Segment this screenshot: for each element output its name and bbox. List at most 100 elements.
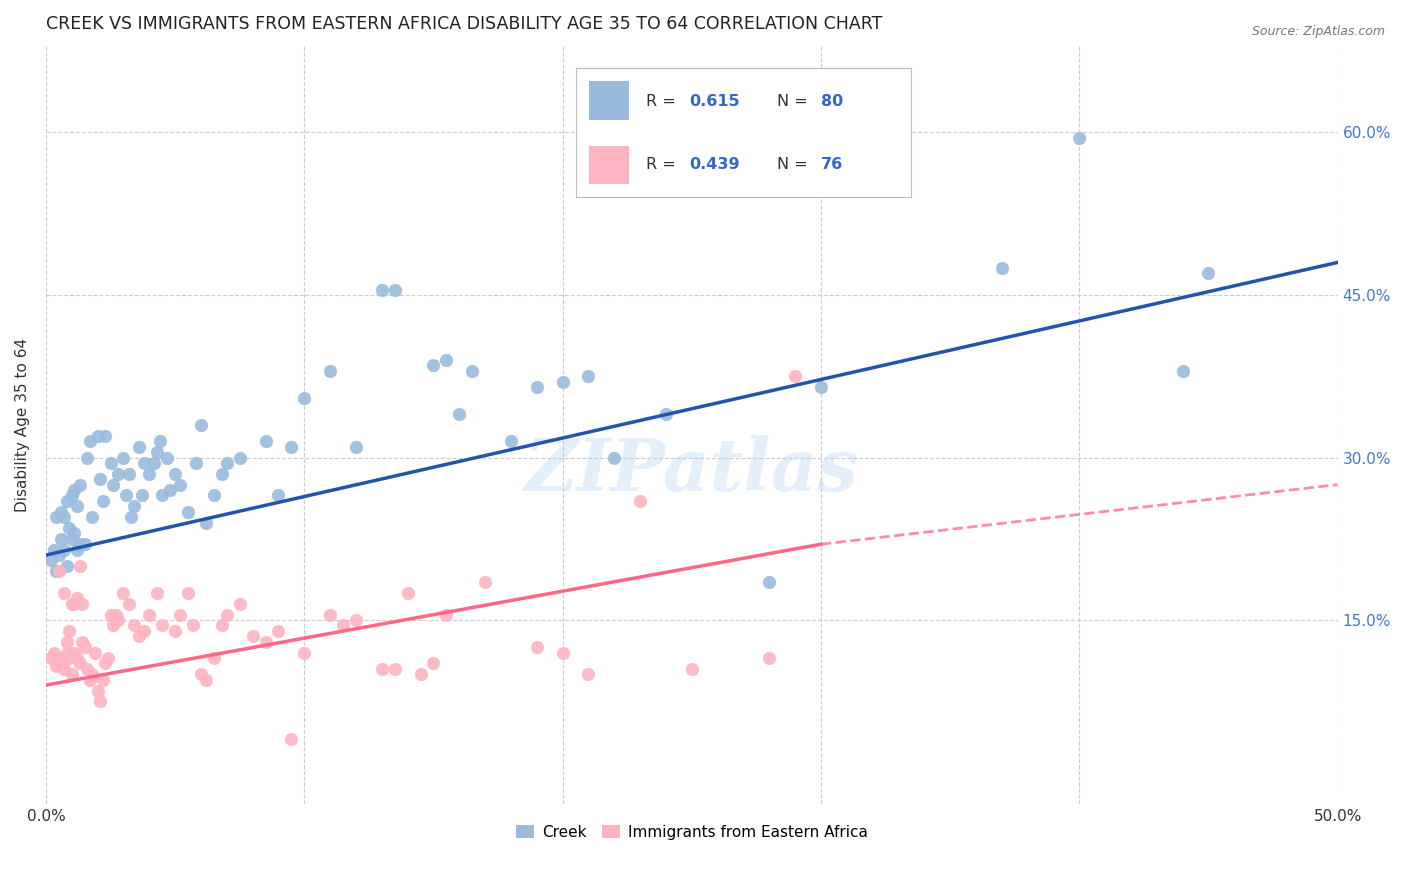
Point (94, 429, 117, 443)
Point (267, 488, 290, 502)
Point (69, 537, 91, 551)
Point (128, 629, 150, 643)
Point (434, 353, 457, 368)
Point (53, 542, 76, 557)
Point (66, 591, 89, 606)
Point (63, 597, 86, 611)
Point (60, 488, 83, 502)
Point (551, 646, 574, 660)
Legend: Creek, Immigrants from Eastern Africa: Creek, Immigrants from Eastern Africa (510, 819, 873, 846)
Text: ZIPatlas: ZIPatlas (524, 435, 859, 506)
Point (42, 646, 65, 660)
Point (422, 657, 444, 671)
Point (89, 472, 111, 486)
Point (115, 488, 138, 502)
Point (177, 505, 200, 519)
Point (810, 380, 832, 394)
Point (91, 493, 114, 508)
Point (146, 586, 169, 600)
Point (344, 440, 367, 454)
Point (112, 450, 135, 465)
Point (69, 657, 91, 671)
Point (104, 607, 127, 622)
Point (39, 651, 62, 665)
Point (53, 510, 76, 524)
Point (184, 456, 207, 470)
Point (292, 391, 315, 405)
Point (165, 624, 187, 638)
Point (551, 375, 574, 389)
Point (122, 618, 145, 632)
Point (461, 364, 484, 378)
Point (51, 505, 73, 519)
Point (499, 434, 522, 449)
Point (100, 607, 122, 622)
Point (785, 369, 807, 384)
Point (228, 450, 250, 465)
Point (319, 364, 342, 378)
Point (578, 667, 600, 681)
Point (195, 673, 218, 687)
Point (1198, 266, 1220, 280)
Point (758, 575, 780, 590)
Point (526, 640, 548, 655)
Point (82, 510, 104, 524)
Point (79, 434, 101, 449)
Point (79, 673, 101, 687)
Point (55, 646, 77, 660)
Point (149, 434, 172, 449)
Point (146, 445, 169, 459)
Point (434, 607, 457, 622)
Point (107, 467, 129, 481)
Point (91, 673, 114, 687)
Point (66, 500, 89, 514)
Point (107, 613, 129, 627)
Point (89, 694, 111, 708)
Point (69, 477, 91, 491)
Point (97, 651, 120, 665)
Point (94, 657, 117, 671)
Point (117, 467, 139, 481)
Point (190, 417, 212, 432)
Y-axis label: Disability Age 35 to 64: Disability Age 35 to 64 (15, 338, 30, 512)
Point (169, 477, 191, 491)
Point (143, 456, 166, 470)
Point (150, 618, 173, 632)
Point (70, 597, 93, 611)
Point (371, 283, 394, 297)
Point (82, 667, 104, 681)
Point (991, 260, 1014, 275)
Point (1069, 130, 1091, 145)
Point (131, 488, 153, 502)
Point (48, 651, 70, 665)
Point (384, 283, 406, 297)
Point (292, 646, 315, 660)
Point (628, 493, 651, 508)
Point (45, 510, 67, 524)
Text: Source: ZipAtlas.com: Source: ZipAtlas.com (1251, 25, 1385, 38)
Point (202, 488, 225, 502)
Point (1171, 364, 1194, 378)
Point (655, 407, 678, 421)
Point (63, 526, 86, 541)
Point (211, 467, 233, 481)
Point (63, 646, 86, 660)
Point (60, 597, 83, 611)
Point (202, 651, 225, 665)
Point (603, 450, 626, 465)
Point (280, 440, 302, 454)
Point (70, 634, 93, 648)
Point (409, 667, 432, 681)
Point (120, 510, 142, 524)
Point (55, 558, 77, 573)
Point (58, 521, 80, 535)
Point (396, 586, 419, 600)
Point (332, 618, 354, 632)
Point (76, 450, 98, 465)
Point (344, 613, 367, 627)
Point (69, 558, 91, 573)
Point (134, 624, 156, 638)
Point (66, 651, 89, 665)
Point (84, 646, 107, 660)
Point (60, 667, 83, 681)
